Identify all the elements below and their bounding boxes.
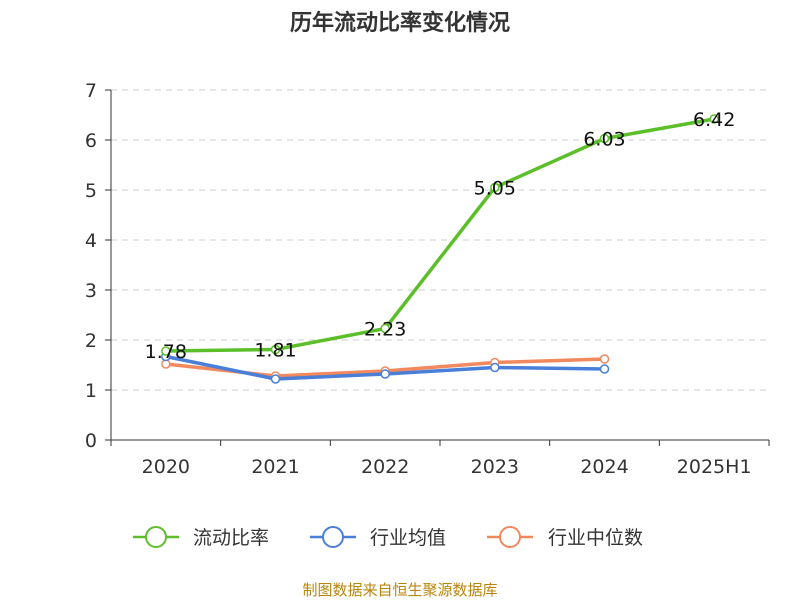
data-point (599, 133, 610, 144)
chart-title: 历年流动比率变化情况 (290, 10, 510, 36)
data-point (161, 346, 171, 356)
data-label: 1.78 (145, 341, 187, 363)
x-tick-label: 2021 (251, 456, 299, 478)
data-label: 6.03 (583, 129, 625, 151)
grid (111, 89, 769, 391)
data-label: 2.23 (364, 319, 406, 341)
legend[interactable]: 流动比率 行业均值 行业中位数 (133, 526, 643, 549)
y-tick-label: 4 (85, 230, 97, 252)
series (161, 114, 719, 384)
data-label: 5.05 (474, 178, 516, 200)
legend-label: 流动比率 (193, 527, 269, 549)
x-tick-label: 2020 (142, 456, 190, 478)
data-point (599, 354, 610, 364)
x-tick-label: 2025H1 (677, 456, 752, 478)
x-tick-label: 2022 (361, 456, 409, 478)
y-tick-label: 0 (85, 430, 97, 452)
legend-marker (145, 526, 167, 548)
data-point (599, 364, 610, 374)
legend-item[interactable]: 流动比率 (133, 526, 269, 549)
y-tick-label: 7 (85, 80, 97, 102)
source-note: 制图数据来自恒生聚源数据库 (302, 581, 497, 599)
data-point (380, 369, 390, 379)
data-label: 6.42 (693, 109, 735, 131)
x-tick-label: 2024 (580, 456, 628, 478)
data-point (380, 323, 390, 334)
y-tick-label: 5 (85, 180, 97, 202)
legend-marker (499, 526, 521, 548)
y-tick-label: 6 (85, 130, 97, 152)
legend-label: 行业均值 (370, 527, 446, 549)
y-tick-label: 1 (85, 380, 97, 402)
legend-label: 行业中位数 (548, 527, 643, 549)
data-point (490, 362, 500, 373)
axes: 0 1 2 3 4 5 6 7 2020 2021 2022 2023 2024 2025H1 (85, 80, 770, 478)
x-tick-label: 2023 (471, 456, 519, 478)
legend-item[interactable]: 行业均值 (310, 526, 446, 549)
data-point (270, 374, 281, 384)
y-tick-label: 2 (85, 330, 97, 352)
legend-marker (322, 526, 344, 548)
series-line (165, 117, 715, 353)
data-point (709, 114, 719, 124)
legend-item[interactable]: 行业中位数 (487, 526, 643, 549)
data-point (270, 344, 281, 355)
data-point (490, 182, 500, 193)
y-tick-label: 3 (85, 280, 97, 302)
data-label: 1.81 (254, 340, 296, 362)
data-labels: 1.78 1.81 2.23 5.05 6.03 6.42 (145, 109, 736, 363)
